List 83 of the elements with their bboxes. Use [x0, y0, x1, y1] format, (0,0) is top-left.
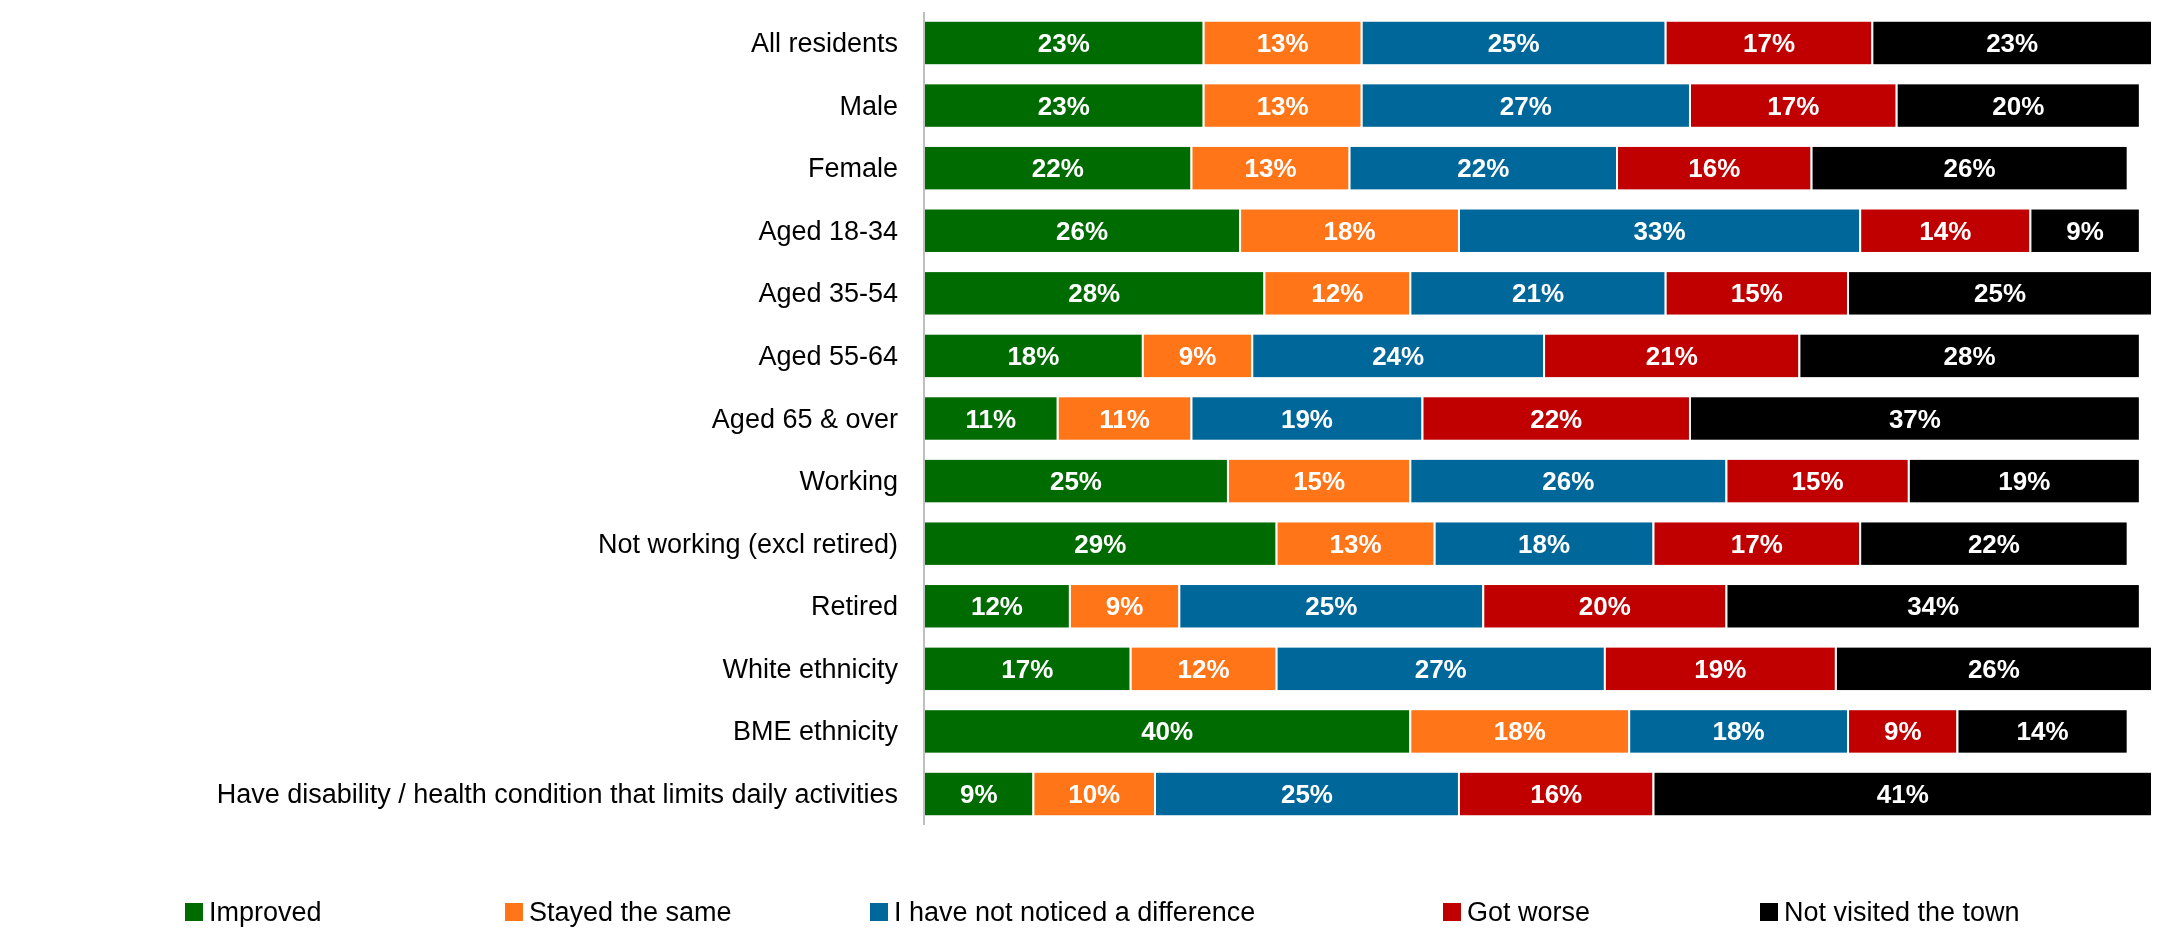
data-label: 18%	[1007, 340, 1060, 371]
data-label: 18%	[1493, 716, 1546, 747]
data-label: 26%	[1542, 466, 1595, 497]
legend-label: Got worse	[1467, 897, 1591, 927]
data-label: 15%	[1293, 466, 1346, 497]
data-label: 21%	[1645, 340, 1698, 371]
data-label: 10%	[1068, 779, 1121, 810]
data-label: 25%	[1049, 466, 1102, 497]
data-label: 9%	[2066, 215, 2104, 246]
data-label: 26%	[1056, 215, 1109, 246]
data-label: 22%	[1967, 528, 2020, 559]
data-label: 18%	[1518, 528, 1571, 559]
data-label: 9%	[1178, 340, 1217, 371]
data-label: 22%	[1031, 153, 1084, 184]
data-label: 22%	[1530, 403, 1583, 434]
data-label: 20%	[1992, 90, 2045, 121]
data-label: 16%	[1530, 779, 1583, 810]
data-label: 15%	[1730, 278, 1783, 309]
data-label: 33%	[1633, 215, 1686, 246]
data-label: 16%	[1688, 153, 1741, 184]
data-label: 19%	[1998, 466, 2051, 497]
data-label: 21%	[1511, 278, 1565, 309]
data-label: 15%	[1791, 466, 1844, 497]
data-label: 28%	[1943, 340, 1996, 371]
y-tick-label: Aged 18-34	[758, 215, 898, 246]
data-label: 9%	[1883, 716, 1922, 747]
y-tick-label: BME ethnicity	[732, 716, 899, 747]
y-tick-label: Male	[839, 90, 898, 121]
legend-label: Stayed the same	[529, 897, 732, 927]
data-label: 12%	[970, 591, 1023, 622]
data-label: 11%	[1099, 403, 1150, 434]
data-label: 9%	[959, 779, 998, 810]
data-label: 14%	[2016, 716, 2069, 747]
data-label: 23%	[1037, 90, 1090, 121]
data-label: 23%	[1037, 27, 1090, 58]
data-label: 17%	[1001, 653, 1054, 684]
data-label: 13%	[1256, 27, 1309, 58]
y-tick-label: Working	[799, 466, 898, 497]
data-label: 26%	[1943, 153, 1996, 184]
data-label: 27%	[1414, 653, 1467, 684]
data-label: 18%	[1323, 215, 1376, 246]
y-tick-label: Not working (excl retired)	[597, 528, 898, 559]
data-label: 25%	[1280, 779, 1334, 810]
data-label: 29%	[1074, 528, 1127, 559]
data-label: 17%	[1742, 27, 1796, 58]
y-tick-label: Have disability / health condition that limits daily activities	[216, 779, 898, 810]
data-label: 26%	[1967, 653, 2020, 684]
data-label: 28%	[1068, 278, 1121, 309]
data-label: 13%	[1244, 153, 1297, 184]
data-label: 34%	[1907, 591, 1960, 622]
data-label: 25%	[1305, 591, 1358, 622]
data-label: 17%	[1730, 528, 1783, 559]
y-tick-label: All residents	[750, 27, 898, 58]
data-label: 14%	[1919, 215, 1972, 246]
data-label: 25%	[1974, 278, 2027, 309]
data-label: 22%	[1457, 153, 1510, 184]
y-tick-label: Aged 55-64	[758, 340, 898, 371]
legend-label: I have not noticed a difference	[894, 897, 1256, 927]
y-tick-label: Female	[807, 153, 898, 184]
y-tick-label: Aged 65 & over	[711, 403, 898, 434]
data-label: 23%	[1986, 27, 2039, 58]
y-tick-label: Retired	[810, 591, 898, 622]
data-label: 19%	[1694, 653, 1747, 684]
y-tick-label: White ethnicity	[722, 653, 899, 684]
legend-label: Improved	[209, 897, 322, 927]
data-label: 27%	[1499, 90, 1552, 121]
data-label: 13%	[1256, 90, 1309, 121]
data-label: 41%	[1876, 779, 1929, 810]
legend-label: Not visited the town	[1784, 897, 2020, 927]
data-label: 9%	[1105, 591, 1144, 622]
data-label: 40%	[1141, 716, 1194, 747]
data-label: 18%	[1712, 716, 1765, 747]
data-label: 12%	[1177, 653, 1230, 684]
data-label: 24%	[1372, 340, 1425, 371]
data-label: 19%	[1280, 403, 1334, 434]
data-label: 11%	[965, 403, 1017, 434]
data-label: 17%	[1767, 90, 1820, 121]
data-label: 20%	[1578, 591, 1631, 622]
y-tick-label: Aged 35-54	[758, 278, 898, 309]
data-label: 25%	[1487, 27, 1540, 58]
data-label: 13%	[1329, 528, 1382, 559]
data-label: 37%	[1888, 403, 1941, 434]
data-label: 12%	[1311, 278, 1364, 309]
